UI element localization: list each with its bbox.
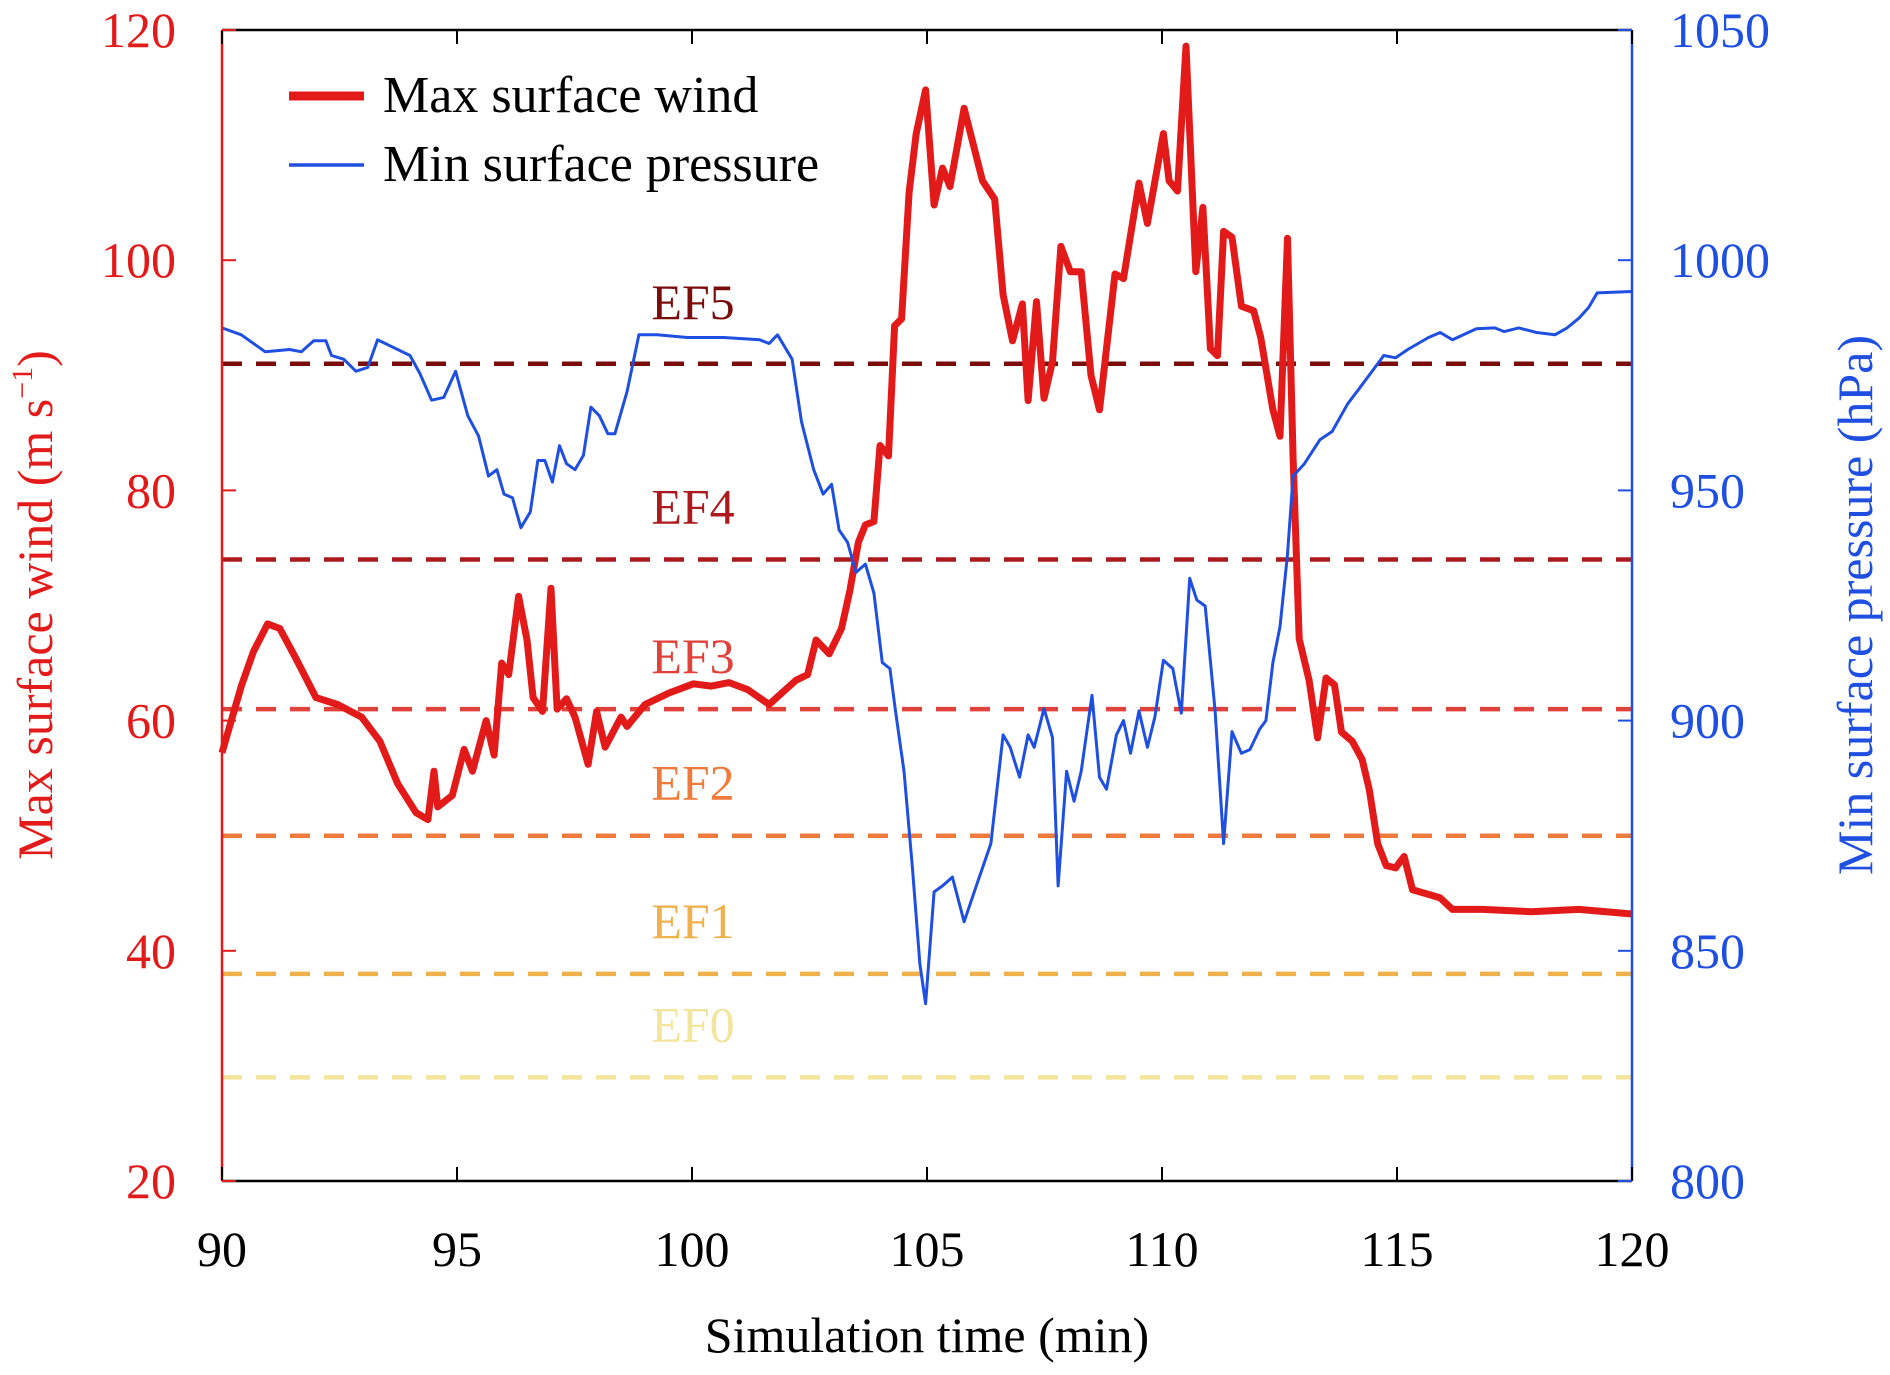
y-right-tick-label: 1050 [1670, 2, 1770, 58]
y-left-tick-label: 20 [126, 1153, 176, 1209]
threshold-label-ef0: EF0 [651, 996, 734, 1052]
threshold-label-ef1: EF1 [651, 893, 734, 949]
y-left-tick-label: 60 [126, 693, 176, 749]
tick-labels: 90 95 100 105 110 115 120204060801001208008509… [101, 2, 1770, 1277]
x-tick-label: 100 [655, 1221, 730, 1277]
y-right-tick-label: 1000 [1670, 232, 1770, 288]
threshold-label-ef3: EF3 [651, 628, 734, 684]
y-left-tick-label: 80 [126, 462, 176, 518]
y-left-tick-label: 100 [101, 232, 176, 288]
x-tick-label: 110 [1125, 1221, 1198, 1277]
legend: Max surface wind Min surface pressure [289, 67, 819, 193]
series-lines [218, 42, 1633, 1006]
x-tick-label: 90 [197, 1221, 247, 1277]
y-right-tick-label: 800 [1670, 1153, 1745, 1209]
y-axis-left-label: Max surface wind (m s−1) [6, 350, 63, 860]
threshold-label-ef2: EF2 [651, 755, 734, 811]
y-right-tick-label: 950 [1670, 462, 1745, 518]
axes [220, 28, 1634, 1183]
x-tick-label: 120 [1595, 1221, 1670, 1277]
ef-thresholds: EF5 EF4 EF3 EF2 EF1 EF0 [222, 274, 1632, 1080]
y-right-tick-label: 850 [1670, 923, 1745, 979]
x-tick-label: 115 [1360, 1221, 1433, 1277]
y-left-tick-label: 40 [126, 923, 176, 979]
legend-label-pressure: Min surface pressure [383, 136, 819, 193]
threshold-label-ef5: EF5 [651, 274, 734, 330]
wind-series-line [218, 42, 1633, 918]
y-left-tick-label: 120 [101, 2, 176, 58]
x-axis-label: Simulation time (min) [705, 1307, 1149, 1363]
x-tick-label: 105 [890, 1221, 965, 1277]
pressure-series-line [221, 290, 1633, 1006]
threshold-label-ef4: EF4 [651, 478, 734, 534]
y-axis-right-label: Min surface pressure (hPa) [1827, 335, 1883, 875]
y-right-tick-label: 900 [1670, 693, 1745, 749]
legend-label-wind: Max surface wind [383, 67, 758, 124]
x-tick-label: 95 [432, 1221, 482, 1277]
